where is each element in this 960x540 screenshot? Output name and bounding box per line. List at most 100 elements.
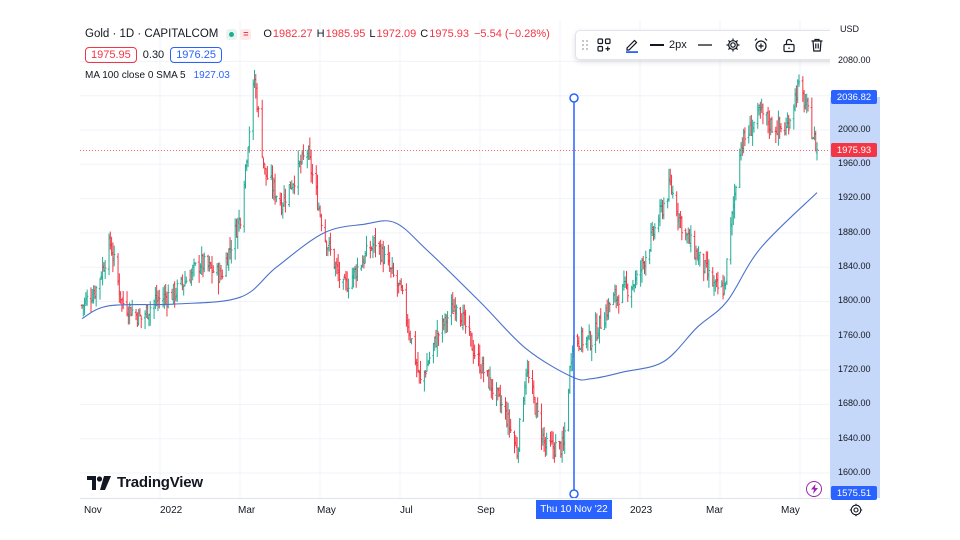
price-range-highlight: [830, 97, 880, 498]
ohlc-bar: [230, 239, 233, 264]
price-tick: 1640.00: [838, 433, 871, 443]
equals-icon: =: [240, 28, 252, 40]
ohlc-bar: [761, 103, 765, 125]
ohlc-bar: [203, 252, 206, 273]
trash-icon[interactable]: [803, 32, 831, 58]
symbol-title[interactable]: Gold · 1D · CAPITALCOM: [85, 28, 219, 40]
ohlc-bar: [401, 284, 404, 295]
ohlc-high-value: 1985.95: [325, 28, 366, 40]
drawing-high-price-tag: 2036.82: [831, 90, 877, 104]
ohlc-bar: [491, 378, 494, 400]
price-tick: 1920.00: [838, 192, 871, 202]
ohlc-bar: [779, 123, 783, 133]
currency-label: USD: [840, 24, 860, 34]
drag-handle-icon[interactable]: [576, 40, 590, 50]
ohlc-bar: [725, 258, 729, 286]
layout-icon[interactable]: [590, 32, 618, 58]
lightning-icon[interactable]: [806, 481, 822, 497]
market-open-icon: [226, 28, 238, 40]
pencil-icon[interactable]: [618, 32, 646, 58]
ohlc-bar: [320, 213, 323, 232]
ohlc-bar: [194, 262, 197, 267]
axis-settings-gear-icon[interactable]: [848, 502, 864, 518]
ohlc-bar: [176, 279, 179, 302]
gear-icon[interactable]: [719, 32, 747, 58]
time-label: Jul: [400, 505, 413, 516]
ohlc-bar: [698, 251, 702, 267]
last-price-tag: 1975.93: [831, 143, 877, 157]
ohlc-bar: [248, 126, 251, 153]
ohlc-bar: [257, 106, 260, 118]
time-label: Mar: [238, 505, 256, 516]
price-tick: 1760.00: [838, 330, 871, 340]
ohlc-bar: [509, 418, 512, 433]
ohlc-bar: [437, 332, 440, 346]
line-style-icon[interactable]: [691, 32, 719, 58]
ohlc-bar: [567, 388, 570, 432]
ohlc-bar: [297, 150, 300, 196]
price-tick: 1600.00: [838, 467, 871, 477]
ohlc-bar: [653, 223, 657, 240]
ohlc-bar: [684, 228, 687, 241]
ohlc-bar: [383, 246, 386, 265]
market-status[interactable]: =: [226, 28, 252, 40]
price-tick: 1800.00: [838, 295, 871, 305]
ohlc-bar: [284, 188, 287, 213]
ohlc-bar: [500, 395, 503, 414]
ohlc-bar: [365, 235, 368, 257]
ohlc-bar: [158, 289, 161, 309]
line-width-button[interactable]: 2px: [646, 39, 691, 51]
ohlc-bar: [410, 338, 413, 345]
ohlc-bar: [662, 197, 666, 220]
ohlc-bar: [536, 397, 539, 418]
ohlc-bar: [446, 311, 449, 333]
drawing-handle-top[interactable]: [569, 93, 579, 103]
unlock-icon[interactable]: [775, 32, 803, 58]
indicator-value: 1927.03: [193, 70, 230, 81]
price-tick: 1880.00: [838, 227, 871, 237]
indicator-label[interactable]: MA 100 close 0 SMA 5: [85, 70, 186, 81]
price-tick: 1960.00: [838, 158, 871, 168]
ohlc-bar: [752, 121, 756, 133]
ohlc-bar: [488, 366, 492, 391]
ohlc-bar: [356, 257, 359, 282]
time-label: 2022: [160, 505, 183, 516]
ohlc-bar: [266, 166, 269, 180]
ma-line[interactable]: [81, 192, 818, 381]
buy-price-button[interactable]: 1976.25: [170, 47, 222, 63]
ohlc-bar: [554, 434, 557, 458]
ohlc-bar: [707, 259, 711, 288]
chart-canvas[interactable]: [80, 20, 880, 522]
ohlc-bar: [128, 302, 131, 325]
time-label: Nov: [84, 505, 102, 516]
ohlc-bar: [626, 283, 629, 302]
sell-price-button[interactable]: 1975.95: [85, 47, 137, 63]
ohlc-bar: [451, 292, 454, 314]
indicator-legend[interactable]: MA 100 close 0 SMA 5 1927.03: [85, 70, 230, 81]
ohlc-bar: [239, 217, 242, 229]
drawing-handle-bottom[interactable]: [569, 489, 579, 499]
time-label: Mar: [706, 505, 724, 516]
time-axis[interactable]: [80, 498, 830, 522]
ohlc-bar: [671, 185, 675, 199]
ohlc-open-value: 1982.27: [272, 28, 313, 40]
ohlc-bar: [419, 360, 422, 384]
ohlc-bar: [112, 245, 116, 267]
ohlc-bar: [103, 260, 107, 279]
ohlc-bar: [185, 276, 188, 284]
ohlc-low-value: 1972.09: [376, 28, 417, 40]
ohlc-open-label: O: [263, 28, 272, 40]
ohlc-bar: [607, 298, 610, 320]
ohlc-close-value: 1975.93: [429, 28, 469, 40]
alarm-add-icon[interactable]: [747, 32, 775, 58]
ohlc-bar: [342, 278, 345, 290]
ohlc-bar: [347, 278, 350, 299]
chart-widget[interactable]: Gold · 1D · CAPITALCOM = O 1982.27 H 1985.…: [80, 20, 880, 522]
tradingview-logo[interactable]: TradingView: [87, 474, 203, 491]
time-label: Sep: [477, 505, 495, 516]
ohlc-bar: [85, 289, 89, 306]
ohlc-bar: [324, 219, 327, 243]
ohlc-bar: [424, 370, 427, 378]
ohlc-bar: [608, 302, 611, 313]
ohlc-bar: [374, 227, 377, 258]
